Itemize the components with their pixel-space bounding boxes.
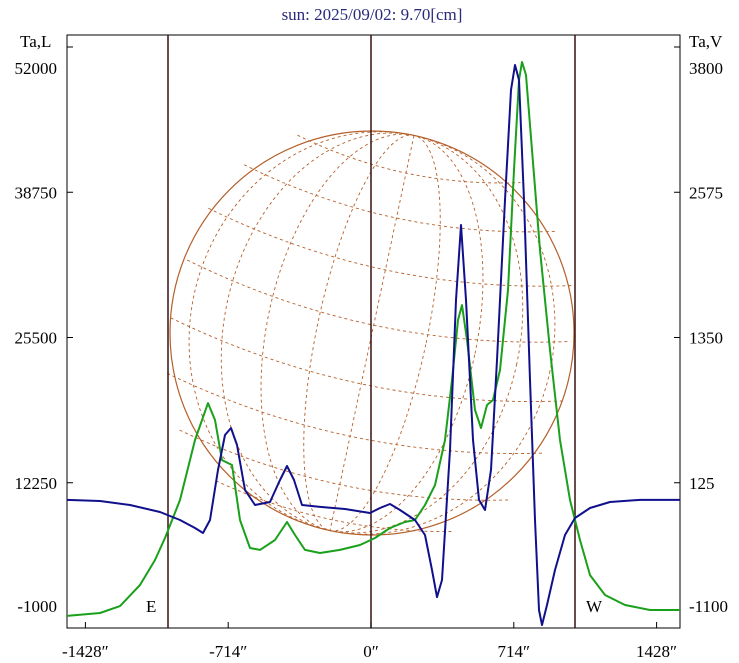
parallel	[166, 372, 543, 454]
y2-tick-label: 3800	[689, 59, 723, 78]
parallel	[243, 164, 558, 233]
data-line	[66, 61, 680, 617]
y-tick-label: 38750	[15, 183, 58, 202]
parallel	[186, 259, 571, 343]
data-line	[66, 64, 680, 626]
y-tick-label: 52000	[15, 59, 58, 78]
y-tick-label: 25500	[15, 329, 58, 348]
meridian	[329, 135, 415, 531]
y2-tick-label: 2575	[689, 183, 723, 202]
x-tick-label: 1428″	[636, 642, 677, 661]
y2-axis-label: Ta,V	[689, 32, 723, 51]
annotation: W	[586, 597, 603, 616]
sun-disk	[166, 130, 575, 536]
x-tick-label: 714″	[498, 642, 531, 661]
y2-tick-label: -1100	[689, 597, 728, 616]
meridian	[188, 131, 556, 535]
parallel	[179, 429, 509, 501]
parallel	[215, 480, 455, 532]
meridian	[303, 134, 441, 532]
x-tick-label: -714″	[209, 642, 247, 661]
x-tick-label: 0″	[363, 642, 379, 661]
chart-title: sun: 2025/09/02: 9.70[cm]	[282, 5, 463, 24]
sun-limb	[169, 130, 575, 536]
y2-tick-label: 125	[689, 474, 715, 493]
y-tick-label: 12250	[15, 474, 58, 493]
parallel	[208, 207, 573, 287]
y2-tick-label: 1350	[689, 329, 723, 348]
annotation: E	[146, 597, 156, 616]
x-tick-label: -1428″	[62, 642, 109, 661]
meridian	[260, 133, 484, 533]
heliographic-grid	[166, 131, 573, 535]
parallel	[297, 134, 521, 184]
parallel	[170, 317, 563, 402]
y-axis-label: Ta,L	[20, 32, 51, 51]
y-tick-label: -1000	[17, 597, 57, 616]
plot-frame	[66, 34, 681, 629]
